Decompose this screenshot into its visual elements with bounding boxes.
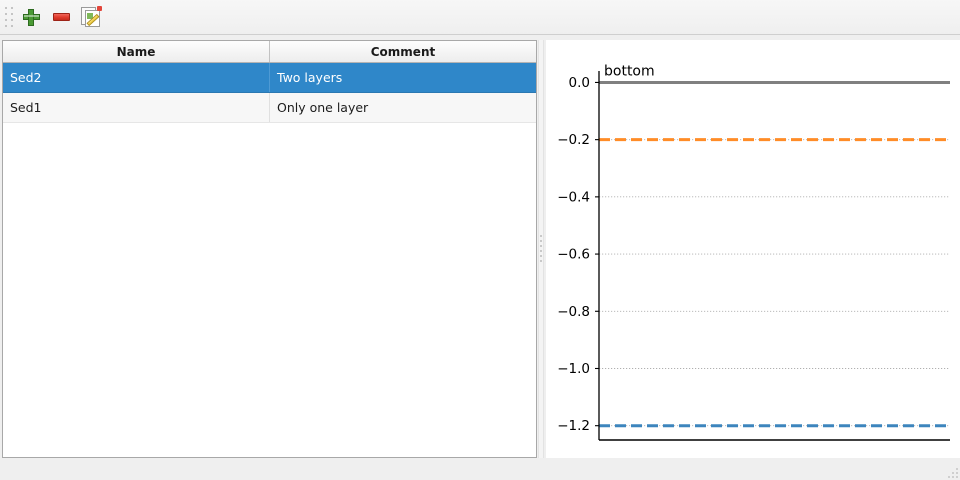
panel-splitter[interactable] — [538, 40, 544, 458]
layer-profile-chart[interactable]: 0.0 −0.2 −0.4 −0.6 −0.8 −1.0 −1.2 bottom — [546, 40, 960, 458]
edit-button[interactable] — [76, 2, 106, 32]
chart-canvas: 0.0 −0.2 −0.4 −0.6 −0.8 −1.0 −1.2 bottom — [557, 63, 950, 441]
minus-icon — [52, 13, 70, 21]
window-resize-grip[interactable] — [942, 462, 958, 478]
add-button[interactable] — [16, 2, 46, 32]
cell-comment: Two layers — [277, 70, 343, 85]
toolbar-drag-handle[interactable] — [2, 4, 16, 30]
cell-name: Sed2 — [3, 63, 270, 92]
remove-button[interactable] — [46, 2, 76, 32]
y-tick-label: −0.2 — [557, 132, 590, 148]
plus-icon — [22, 8, 40, 26]
column-header-comment[interactable]: Comment — [370, 44, 436, 59]
table-row[interactable]: Sed2 Two layers — [3, 63, 536, 93]
cell-name: Sed1 — [3, 93, 270, 122]
layers-table[interactable]: Name Comment Sed2 Two layers Sed1 Only o… — [2, 40, 537, 458]
cell-comment: Only one layer — [277, 100, 369, 115]
column-header-name[interactable]: Name — [3, 41, 270, 62]
edit-document-icon — [81, 6, 102, 27]
y-tick-label: −0.6 — [557, 247, 590, 263]
y-tick-label: −0.8 — [557, 304, 590, 320]
table-row[interactable]: Sed1 Only one layer — [3, 93, 536, 123]
splitter-grip-icon — [540, 234, 542, 264]
chart-annotation-bottom: bottom — [604, 63, 655, 79]
y-tick-label: −0.4 — [557, 189, 590, 205]
y-tick-label: −1.0 — [557, 361, 590, 377]
toolbar — [0, 0, 960, 35]
table-header-row: Name Comment — [3, 41, 536, 63]
y-tick-label: 0.0 — [569, 75, 590, 91]
y-tick-label: −1.2 — [557, 418, 590, 434]
